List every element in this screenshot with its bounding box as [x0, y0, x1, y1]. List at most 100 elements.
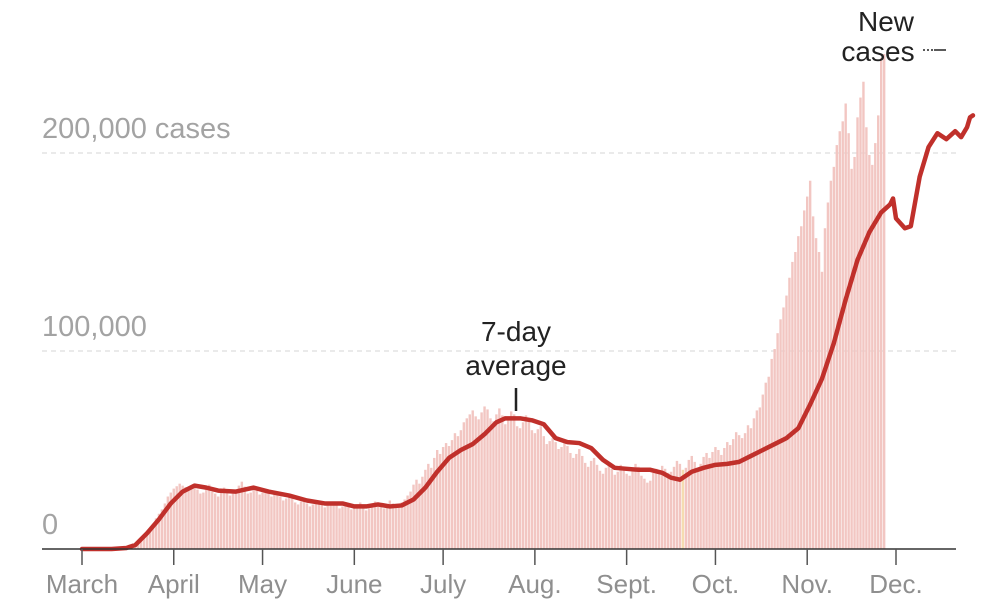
bar-day-47	[219, 491, 223, 549]
bar-day-35	[184, 487, 187, 549]
bar-day-107	[397, 505, 400, 549]
bar-day-152	[530, 430, 534, 549]
bar-day-147	[515, 426, 519, 549]
bar-day-197	[663, 468, 667, 549]
bar-day-191	[646, 482, 649, 549]
bar-day-48	[222, 487, 226, 549]
bar-day-92	[353, 507, 356, 549]
bar-day-157	[545, 444, 548, 549]
bar-day-188	[637, 466, 640, 549]
bar-day-242	[797, 236, 800, 549]
bar-day-265	[865, 127, 868, 549]
bar-day-85	[332, 501, 335, 549]
bar-day-94	[359, 502, 362, 549]
annotation-new-cases-line-1: New	[858, 6, 915, 37]
bar-day-86	[335, 504, 338, 549]
y-tick-label-0: 0	[42, 509, 58, 541]
bar-day-121	[438, 453, 442, 549]
bar-day-222	[737, 435, 741, 549]
bar-day-196	[660, 465, 664, 549]
bar-day-151	[527, 419, 531, 549]
bar-day-220	[732, 439, 735, 549]
bar-day-234	[773, 349, 776, 549]
bar-day-270	[880, 57, 883, 550]
bar-day-72	[293, 502, 297, 549]
bar-day-232	[767, 376, 770, 549]
bar-day-97	[367, 508, 371, 549]
bar-day-149	[521, 422, 525, 549]
bar-day-189	[640, 475, 643, 549]
bar-day-150	[524, 415, 528, 549]
bar-day-31	[172, 488, 175, 549]
y-tick-label-2: 200,000 cases	[42, 113, 231, 145]
bar-day-263	[859, 97, 862, 549]
bar-day-200	[672, 466, 676, 549]
bar-day-257	[841, 121, 844, 549]
bar-day-141	[498, 408, 501, 549]
bar-day-91	[350, 509, 353, 549]
annotation-new-cases: New cases	[841, 6, 946, 67]
bar-day-266	[868, 154, 871, 550]
bar-day-145	[510, 411, 513, 549]
bar-day-93	[356, 504, 359, 549]
bar-day-185	[628, 475, 631, 549]
bar-day-268	[874, 143, 877, 549]
bar-day-52	[234, 489, 238, 549]
bar-day-166	[572, 457, 575, 549]
bar-day-251	[823, 228, 827, 550]
y-tick-labels: 0 100,000 200,000 cases	[42, 113, 231, 541]
bar-day-55	[243, 486, 246, 549]
bar-day-255	[835, 145, 838, 549]
bar-day-44	[211, 491, 214, 549]
bar-day-155	[539, 426, 542, 549]
bar-day-271	[882, 54, 886, 549]
bar-day-87	[338, 508, 341, 549]
bar-day-49	[225, 490, 229, 549]
bar-day-143	[504, 424, 507, 549]
bar-day-180	[613, 474, 616, 549]
bar-day-201	[675, 460, 679, 549]
bar-day-187	[634, 463, 637, 549]
bar-day-231	[764, 382, 767, 549]
bar-day-53	[237, 485, 241, 549]
bar-day-148	[518, 428, 522, 549]
bar-day-61	[261, 492, 264, 549]
bar-day-109	[403, 499, 406, 549]
bar-day-101	[379, 506, 383, 549]
bar-day-111	[409, 491, 412, 549]
bar-day-134	[477, 419, 480, 549]
bar-day-144	[507, 418, 510, 549]
bar-day-162	[560, 447, 563, 549]
bar-day-89	[344, 504, 347, 549]
bar-day-128	[459, 430, 463, 549]
bar-day-226	[749, 428, 753, 549]
bar-day-71	[290, 498, 294, 549]
bar-day-24	[151, 524, 155, 549]
bar-day-190	[643, 478, 646, 549]
bar-day-176	[601, 473, 605, 549]
bar-day-212	[708, 457, 711, 549]
bar-day-116	[424, 469, 427, 549]
bar-day-27	[160, 509, 164, 549]
bar-day-186	[631, 470, 634, 549]
bar-day-215	[717, 450, 720, 549]
bar-day-239	[788, 277, 791, 549]
bar-day-19	[137, 542, 140, 549]
bar-day-54	[240, 481, 244, 549]
bar-day-174	[595, 464, 599, 549]
bar-day-244	[803, 210, 806, 550]
annotation-7-day-average: 7-day average	[465, 316, 567, 411]
x-tick-label-1: April	[148, 569, 200, 599]
bar-day-253	[829, 180, 833, 549]
bar-day-65	[273, 493, 276, 549]
bar-day-119	[433, 457, 436, 549]
bar-day-240	[791, 261, 794, 549]
y-tick-label-1: 100,000	[42, 311, 147, 343]
bar-day-118	[430, 467, 433, 549]
annotation-average-line-1: 7-day	[481, 316, 551, 347]
bar-day-68	[282, 500, 285, 549]
bar-day-137	[486, 409, 489, 549]
bar-day-173	[592, 457, 596, 549]
bar-day-66	[276, 494, 279, 549]
bar-day-160	[554, 442, 557, 549]
